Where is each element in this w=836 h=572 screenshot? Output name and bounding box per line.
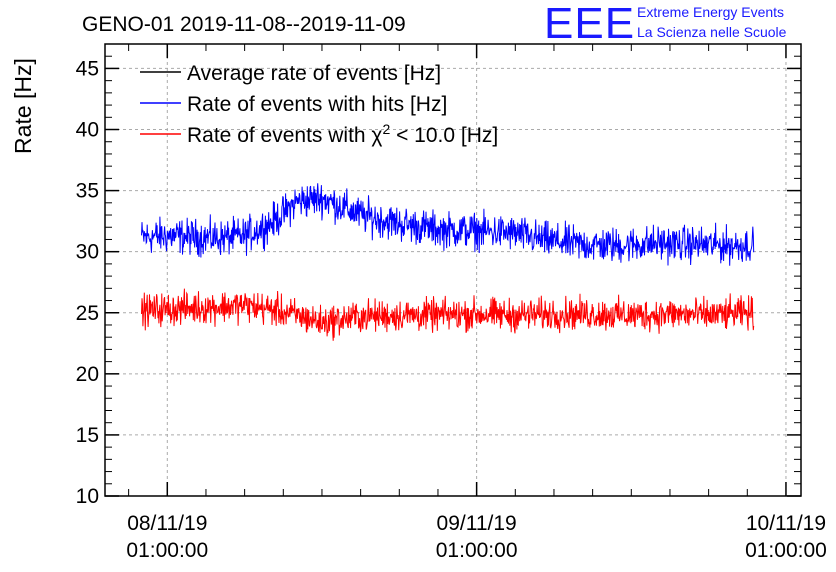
eee-logo: EEE Extreme Energy Events La Scienza nel… [544,0,834,48]
series-group [141,183,755,341]
legend-label-chi2: Rate of events with χ2 < 10.0 [Hz] [187,121,498,147]
plot-frame [104,43,802,497]
x-tick-label: 01:00:00 [126,539,208,562]
legend-label-average: Average rate of events [Hz] [187,62,441,85]
legend-label-superscript: 2 [382,121,390,137]
y-tick-label: 15 [76,424,99,447]
x-tick-label: 01:00:00 [436,539,518,562]
logo-line-2: La Scienza nelle Scuole [637,24,787,40]
x-axis: 08/11/19 01:00:00 09/11/19 01:00:00 10/11/19… [126,44,827,562]
y-tick-label: 25 [76,302,99,325]
x-tick-label: 10/11/19 [746,512,826,535]
x-tick-label: 08/11/19 [127,512,207,535]
y-tick-label: 45 [76,57,99,80]
legend-label-part: Rate of events with χ [187,124,382,147]
logo-line-1: Extreme Energy Events [637,4,785,20]
chart-title: GENO-01 2019-11-08--2019-11-09 [82,13,406,36]
legend-label-hits: Rate of events with hits [Hz] [187,93,447,116]
y-axis: 10 15 20 25 30 35 40 45 [76,43,801,508]
series-line-chi2 [141,288,755,341]
y-tick-label: 20 [76,363,99,386]
y-tick-label: 10 [76,485,99,508]
y-tick-label: 40 [76,119,99,142]
legend-label-part: < 10.0 [Hz] [390,124,498,147]
legend: Average rate of events [Hz] Rate of event… [140,62,498,147]
series-line-hits [141,183,755,266]
eee-logo-mark: EEE [544,0,636,48]
x-tick-label: 09/11/19 [437,512,517,535]
x-tick-label: 01:00:00 [745,539,827,562]
y-axis-label: Rate [Hz] [10,58,36,154]
y-tick-label: 30 [76,241,99,264]
y-tick-label: 35 [76,180,99,203]
